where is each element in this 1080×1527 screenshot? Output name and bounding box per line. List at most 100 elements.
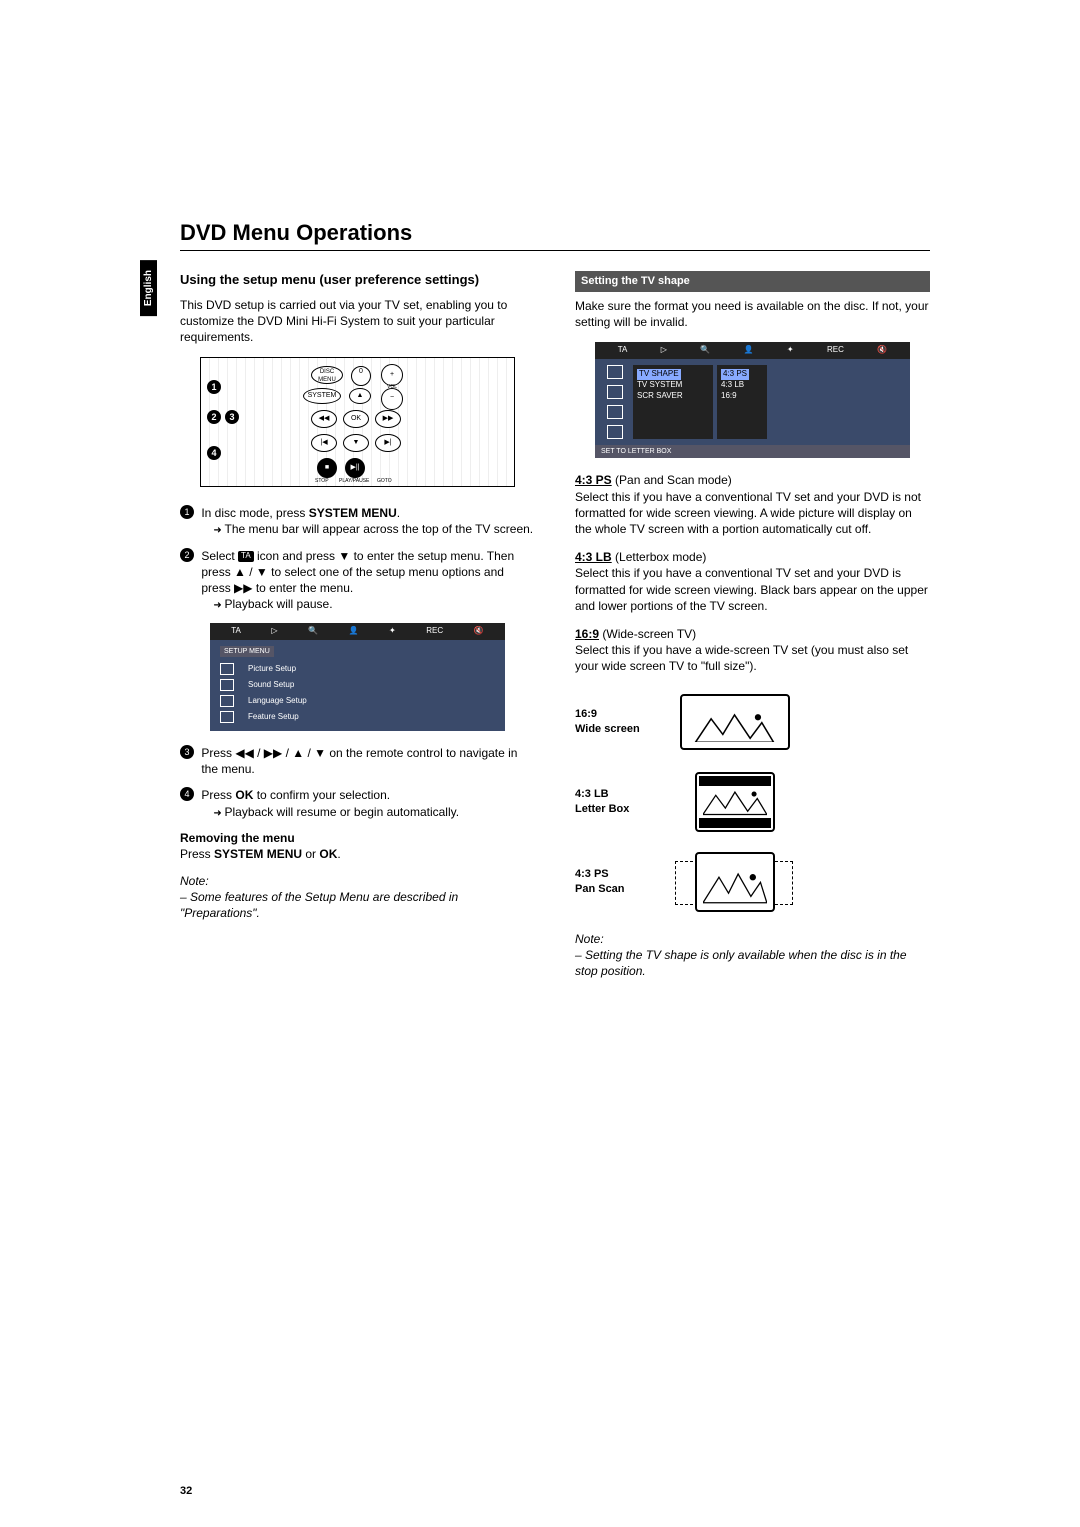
page-title: DVD Menu Operations — [180, 220, 930, 251]
language-setup-icon — [220, 695, 234, 707]
lock-icon — [607, 425, 623, 439]
setup-heading: Using the setup menu (user preference se… — [180, 271, 535, 289]
ok-label: OK — [235, 788, 253, 802]
down-arrow-button-icon: ▼ — [343, 434, 369, 452]
shape-169-l1: 16:9 — [575, 707, 675, 722]
zero-button-icon: 0 — [351, 366, 371, 386]
osd2-tv-system: TV SYSTEM — [637, 380, 709, 391]
play-pause-label: PLAY/PAUSE — [339, 478, 369, 485]
mode-43ps-body: Select this if you have a conventional T… — [575, 489, 930, 538]
mode-43lb: 4:3 LB (Letterbox mode) Select this if y… — [575, 549, 930, 614]
step-4: 4 Press OK to confirm your selection. Pl… — [180, 787, 535, 820]
step-4-text-b: to confirm your selection. — [253, 788, 390, 802]
tv-shape-banner: Setting the TV shape — [575, 271, 930, 292]
osd2-mid-list: TV SHAPE TV SYSTEM SCR SAVER — [633, 365, 713, 439]
shape-row-43lb: 4:3 LB Letter Box — [575, 771, 930, 833]
language-tab: English — [140, 260, 157, 316]
vol-label: VOL — [387, 384, 397, 391]
shape-row-169: 16:9 Wide screen — [575, 691, 930, 753]
osd2-side-icons — [601, 365, 629, 439]
step-4-badge: 4 — [180, 787, 194, 801]
manual-page: English DVD Menu Operations Using the se… — [180, 220, 930, 979]
subtitle-icon — [607, 405, 623, 419]
mode-43lb-body: Select this if you have a conventional T… — [575, 565, 930, 614]
step-1-text-a: In disc mode, press — [201, 506, 308, 520]
next-button-icon: ▶| — [375, 434, 401, 452]
osd-icon-ta: TA — [231, 626, 241, 637]
osd-icon-rec: REC — [426, 626, 443, 637]
feature-setup-icon — [220, 711, 234, 723]
right-note: Note: – Setting the TV shape is only ava… — [575, 931, 930, 980]
mode-43ps-title: 4:3 PS — [575, 473, 612, 487]
tv-shape-intro: Make sure the format you need is availab… — [575, 298, 930, 330]
page-number: 32 — [180, 1485, 192, 1497]
step-1-badge: 1 — [180, 505, 194, 519]
mode-169: 16:9 (Wide-screen TV) Select this if you… — [575, 626, 930, 675]
osd2-scr-saver: SCR SAVER — [637, 391, 709, 402]
callout-1: 1 — [207, 380, 225, 394]
vol-down-button-icon: − — [381, 388, 403, 410]
widescreen-tv-icon — [680, 694, 790, 750]
osd2-tv-shape: TV SHAPE — [637, 369, 681, 380]
rewind-button-icon: ◀◀ — [311, 410, 337, 428]
speaker-icon — [607, 385, 623, 399]
remote-control-diagram: 1 23 4 DISC MENU 0 + − SYSTEM ▲ ◀◀ OK ▶▶… — [200, 357, 515, 487]
osd-icon-play: ▷ — [271, 626, 277, 637]
shape-169-l2: Wide screen — [575, 722, 675, 737]
osd-icon-star: ✦ — [389, 626, 396, 637]
step-2-sub: Playback will pause. — [201, 596, 534, 613]
mode-43lb-title: 4:3 LB — [575, 550, 612, 564]
osd2-43ps: 4:3 PS — [721, 369, 749, 380]
mode-169-title: 16:9 — [575, 627, 599, 641]
removing-heading: Removing the menu — [180, 830, 535, 846]
callout-2-3: 23 — [207, 410, 243, 424]
prev-button-icon: |◀ — [311, 434, 337, 452]
shape-row-43ps: 4:3 PS Pan Scan — [575, 851, 930, 913]
mode-169-paren: (Wide-screen TV) — [599, 627, 696, 641]
system-button-icon: SYSTEM — [303, 388, 341, 404]
removing-text: Press SYSTEM MENU or OK. — [180, 846, 535, 862]
osd2-169: 16:9 — [721, 391, 763, 402]
tv-icon — [607, 365, 623, 379]
note-body: – Some features of the Setup Menu are de… — [180, 890, 458, 920]
ta-icon: TA — [238, 551, 254, 562]
left-note: Note: – Some features of the Setup Menu … — [180, 873, 535, 922]
mode-43lb-paren: (Letterbox mode) — [612, 550, 707, 564]
osd2-right-list: 4:3 PS 4:3 LB 16:9 — [717, 365, 767, 439]
step-3: 3 Press ◀◀ / ▶▶ / ▲ / ▼ on the remote co… — [180, 745, 535, 777]
mode-43ps-paren: (Pan and Scan mode) — [612, 473, 732, 487]
stop-button-icon: ■ — [317, 458, 337, 478]
sound-setup-icon — [220, 679, 234, 691]
osd-item-language: Language Setup — [248, 696, 307, 707]
right-note-body: – Setting the TV shape is only available… — [575, 948, 907, 978]
osd-icon-person: 👤 — [349, 626, 359, 637]
system-menu-label: SYSTEM MENU — [309, 506, 397, 520]
step-4-sub: Playback will resume or begin automatica… — [201, 804, 534, 821]
shape-43ps-l2: Pan Scan — [575, 882, 675, 897]
left-column: Using the setup menu (user preference se… — [180, 271, 535, 979]
osd2-header-icons: TA ▷ 🔍 👤 ✦ REC 🔇 — [595, 342, 910, 359]
right-note-label: Note: — [575, 932, 604, 946]
step-2: 2 Select TA icon and press ▼ to enter th… — [180, 548, 535, 613]
two-column-layout: Using the setup menu (user preference se… — [180, 271, 930, 979]
panscan-tv-icon — [695, 852, 775, 912]
osd-item-feature: Feature Setup — [248, 712, 299, 723]
step-1-sub: The menu bar will appear across the top … — [201, 521, 534, 538]
letterbox-tv-icon — [695, 772, 775, 832]
osd-item-picture: Picture Setup — [248, 664, 296, 675]
step-4-text-a: Press — [201, 788, 235, 802]
callout-4: 4 — [207, 446, 225, 460]
osd-item-sound: Sound Setup — [248, 680, 294, 691]
osd-header-icons: TA ▷ 🔍 👤 ✦ REC 🔇 — [210, 623, 505, 640]
step-1: 1 In disc mode, press SYSTEM MENU. The m… — [180, 505, 535, 538]
ffwd-button-icon: ▶▶ — [375, 410, 401, 428]
play-pause-button-icon: ▶|| — [345, 458, 365, 478]
tv-shape-illustrations: 16:9 Wide screen 4:3 LB Letter Box — [575, 691, 930, 913]
shape-43lb-l2: Letter Box — [575, 802, 675, 817]
osd-setup-menu: TA ▷ 🔍 👤 ✦ REC 🔇 SETUP MENU Picture Setu… — [210, 623, 505, 731]
step-2-badge: 2 — [180, 548, 194, 562]
disc-menu-button-icon: DISC MENU — [311, 366, 343, 384]
shape-43ps-l1: 4:3 PS — [575, 867, 675, 882]
osd-tv-shape-menu: TA ▷ 🔍 👤 ✦ REC 🔇 TV SH — [595, 342, 910, 458]
right-column: Setting the TV shape Make sure the forma… — [575, 271, 930, 979]
